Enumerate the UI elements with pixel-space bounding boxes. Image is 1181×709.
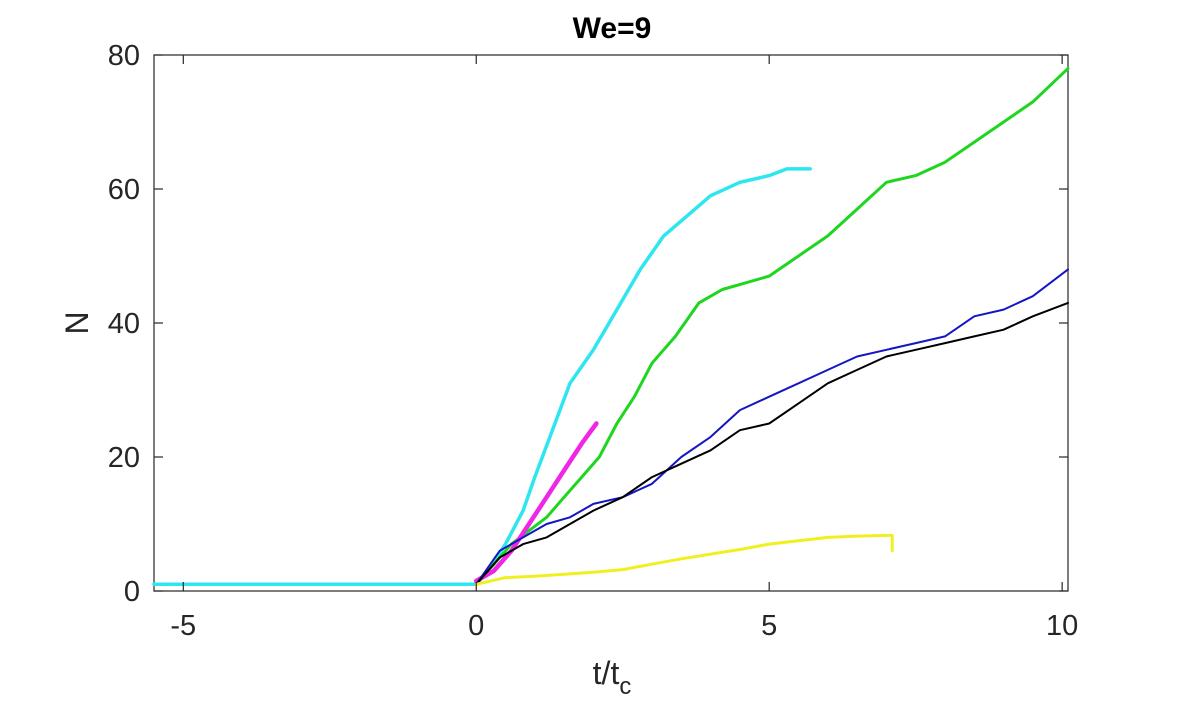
x-tick-label: -5 bbox=[170, 610, 196, 642]
y-tick-label: 60 bbox=[108, 174, 140, 206]
y-axis: 0 20 40 60 80 bbox=[108, 40, 1068, 608]
series-layer bbox=[152, 66, 1070, 587]
chart-title: We=9 bbox=[573, 12, 652, 45]
series-line-yellow bbox=[474, 533, 894, 586]
plot-area bbox=[152, 54, 1070, 592]
x-tick-label: 10 bbox=[1046, 610, 1078, 642]
y-tick-label: 20 bbox=[108, 442, 140, 474]
series-line-magenta bbox=[473, 421, 599, 584]
y-tick-label: 0 bbox=[124, 576, 140, 608]
y-tick-label: 80 bbox=[108, 40, 140, 72]
series-line-cyan bbox=[152, 167, 812, 587]
x-tick-label: 5 bbox=[761, 610, 777, 642]
y-axis-label: N bbox=[59, 311, 95, 334]
x-axis-label: t/tc bbox=[593, 655, 632, 700]
y-tick-label: 40 bbox=[108, 308, 140, 340]
x-axis-label-main: t/t bbox=[593, 655, 620, 691]
x-axis: -5 0 5 10 bbox=[170, 55, 1078, 642]
series-line-green bbox=[474, 66, 1070, 586]
x-tick-label: 0 bbox=[468, 610, 484, 642]
series-line-blue bbox=[475, 268, 1069, 586]
x-axis-label-subscript: c bbox=[619, 673, 631, 700]
series-line-black bbox=[475, 301, 1069, 586]
